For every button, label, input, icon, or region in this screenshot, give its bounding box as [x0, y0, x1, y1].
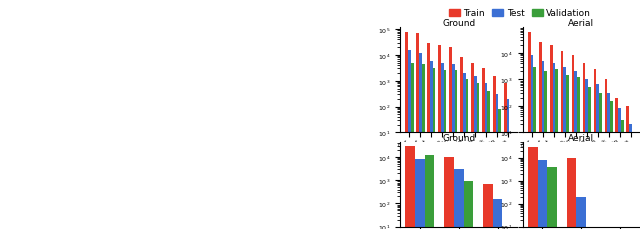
Bar	[471, 63, 474, 229]
Title: Ground: Ground	[442, 133, 476, 142]
Bar	[460, 58, 463, 229]
Bar	[541, 62, 545, 229]
Bar	[493, 199, 502, 229]
Bar	[538, 160, 547, 229]
Bar	[433, 69, 435, 229]
Bar	[415, 160, 425, 229]
Bar	[627, 106, 629, 229]
Bar	[465, 79, 468, 229]
Bar	[539, 43, 541, 229]
Bar	[428, 44, 430, 229]
Bar	[577, 197, 586, 229]
Bar	[621, 120, 624, 229]
Bar	[495, 95, 499, 229]
Bar	[474, 77, 477, 229]
Bar	[463, 74, 465, 229]
Bar	[493, 77, 495, 229]
Bar	[577, 78, 580, 229]
Bar	[405, 146, 415, 229]
Bar	[575, 72, 577, 229]
Bar	[528, 147, 538, 229]
Bar	[572, 56, 575, 229]
Bar	[454, 169, 463, 229]
Bar	[610, 102, 612, 229]
Bar	[533, 68, 536, 229]
Bar	[545, 72, 547, 229]
Title: Aerial: Aerial	[568, 133, 595, 142]
Legend: Train, Test, Validation: Train, Test, Validation	[445, 6, 595, 22]
Bar	[477, 84, 479, 229]
Bar	[422, 65, 424, 229]
Bar	[616, 98, 618, 229]
Title: Aerial: Aerial	[568, 19, 595, 27]
Bar	[483, 184, 493, 229]
Bar	[556, 70, 558, 229]
Bar	[629, 125, 632, 229]
Bar	[632, 147, 635, 229]
Bar	[588, 88, 591, 229]
Bar	[449, 48, 452, 229]
Bar	[416, 34, 419, 229]
Bar	[444, 157, 454, 229]
Bar	[596, 84, 599, 229]
Bar	[586, 80, 588, 229]
Bar	[484, 84, 488, 229]
Bar	[563, 68, 566, 229]
Bar	[552, 64, 556, 229]
Bar	[405, 33, 408, 229]
Bar	[463, 182, 473, 229]
Bar	[528, 33, 531, 229]
Bar	[488, 92, 490, 229]
Bar	[499, 110, 501, 229]
Bar	[408, 51, 411, 229]
Bar	[411, 63, 413, 229]
Bar	[509, 133, 512, 229]
Bar	[561, 52, 563, 229]
Bar	[482, 69, 484, 229]
Bar	[550, 46, 552, 229]
Bar	[454, 71, 458, 229]
Bar	[605, 80, 607, 229]
Bar	[419, 54, 422, 229]
Bar	[618, 109, 621, 229]
Bar	[430, 61, 433, 229]
Bar	[567, 158, 577, 229]
Bar	[586, 227, 596, 229]
Bar	[441, 63, 444, 229]
Bar	[531, 56, 533, 229]
Bar	[566, 75, 569, 229]
Bar	[452, 65, 454, 229]
Bar	[507, 99, 509, 229]
Bar	[547, 167, 557, 229]
Bar	[444, 71, 447, 229]
Bar	[607, 94, 610, 229]
Bar	[599, 94, 602, 229]
Bar	[425, 155, 435, 229]
Bar	[504, 84, 507, 229]
Bar	[438, 46, 441, 229]
Title: Ground: Ground	[442, 19, 476, 27]
Bar	[593, 70, 596, 229]
Bar	[582, 64, 586, 229]
